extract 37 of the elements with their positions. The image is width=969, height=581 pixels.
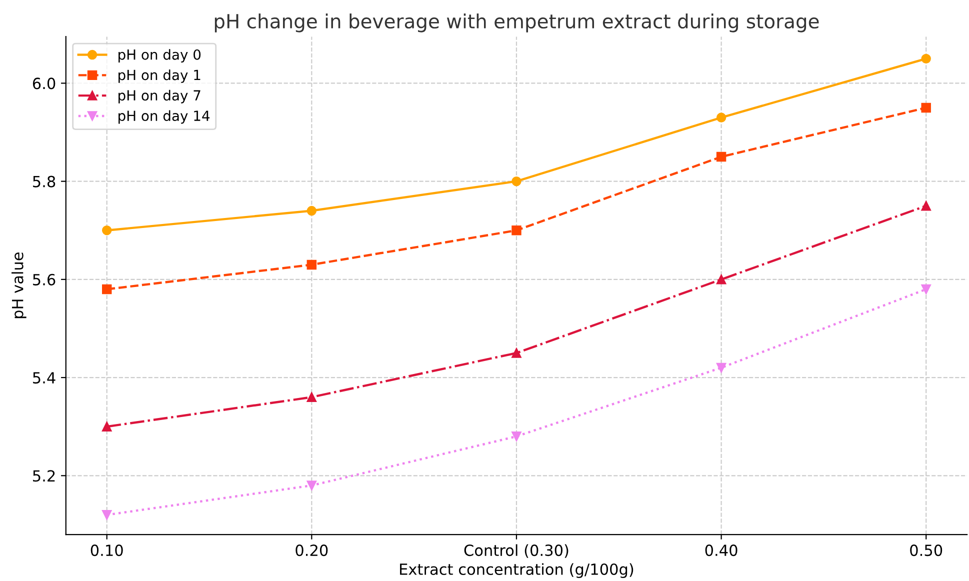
y-tick-label: 5.8 [33, 176, 56, 188]
point [306, 392, 317, 402]
point [921, 200, 931, 211]
y-tick-label: 5.6 [33, 274, 56, 286]
legend-label: pH on day 7 [118, 90, 200, 104]
point [306, 206, 317, 216]
y-axis-title: pH value [12, 252, 26, 318]
legend-label: pH on day 0 [118, 49, 201, 63]
point [306, 480, 317, 490]
point [102, 422, 112, 432]
point [716, 274, 726, 284]
point [102, 226, 112, 236]
point [512, 226, 522, 236]
x-axis-title: Extract concentration (g/100g) [400, 563, 634, 578]
point [716, 112, 726, 122]
point [102, 510, 112, 520]
point [512, 176, 522, 186]
point [716, 362, 726, 373]
point [512, 432, 522, 442]
point [716, 152, 726, 162]
point [921, 54, 931, 64]
x-tick-label: 0.40 [705, 544, 738, 556]
y-tick-label: 5.4 [33, 372, 56, 384]
point [512, 348, 522, 358]
point [102, 284, 112, 294]
legend-label: pH on day 14 [118, 110, 210, 124]
y-tick-label: 6.0 [32, 78, 56, 90]
point [921, 284, 931, 294]
x-tick-label: 0.20 [296, 544, 328, 556]
x-tick-label: Control (0.30) [464, 544, 568, 558]
point [921, 102, 931, 113]
y-tick-label: 5.2 [33, 470, 55, 482]
x-tick-label: 0.10 [90, 544, 123, 556]
x-tick-label: 0.50 [910, 544, 942, 556]
point [306, 260, 317, 270]
legend-label: pH on day 1 [118, 69, 200, 83]
chart-title: pH change in beverage with empetrum extract during storage [214, 13, 819, 32]
